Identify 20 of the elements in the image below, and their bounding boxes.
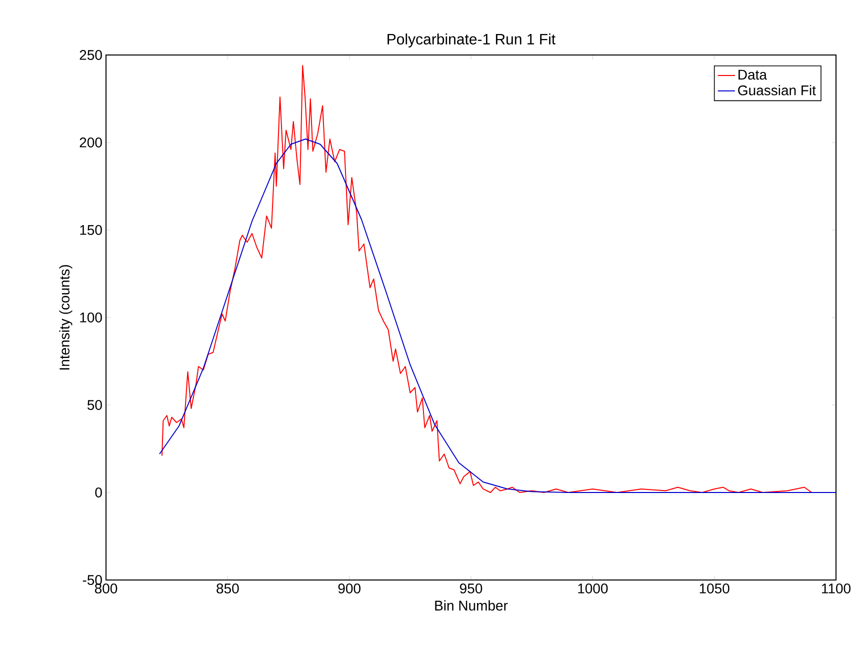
y-tick-label: 200 xyxy=(80,138,102,148)
y-axis-title: Intensity (counts) xyxy=(59,265,72,370)
x-tick-label: 900 xyxy=(338,584,360,594)
line-series xyxy=(159,138,836,493)
x-tick-label: 800 xyxy=(94,584,118,594)
chart-title: Polycarbinate-1 Run 1 Fit xyxy=(388,33,556,48)
x-axis-title: Bin Number xyxy=(435,600,508,611)
x-tick-label: 1000 xyxy=(578,584,608,594)
x-tick-label: 850 xyxy=(216,584,239,594)
y-tick-label: 150 xyxy=(80,225,102,235)
x-tick-label: 1050 xyxy=(700,584,730,594)
y-tick-label: 50 xyxy=(87,400,102,410)
x-tick-label: 1100 xyxy=(822,584,850,594)
y-tick-label: 250 xyxy=(80,50,102,60)
legend-label: Data xyxy=(738,70,767,80)
y-tick-label: 0 xyxy=(95,488,102,498)
y-tick-label: -50 xyxy=(82,575,102,585)
x-tick-label: 950 xyxy=(460,584,482,594)
legend-label: Guassian Fit xyxy=(738,85,816,96)
y-tick-label: 100 xyxy=(80,312,102,322)
